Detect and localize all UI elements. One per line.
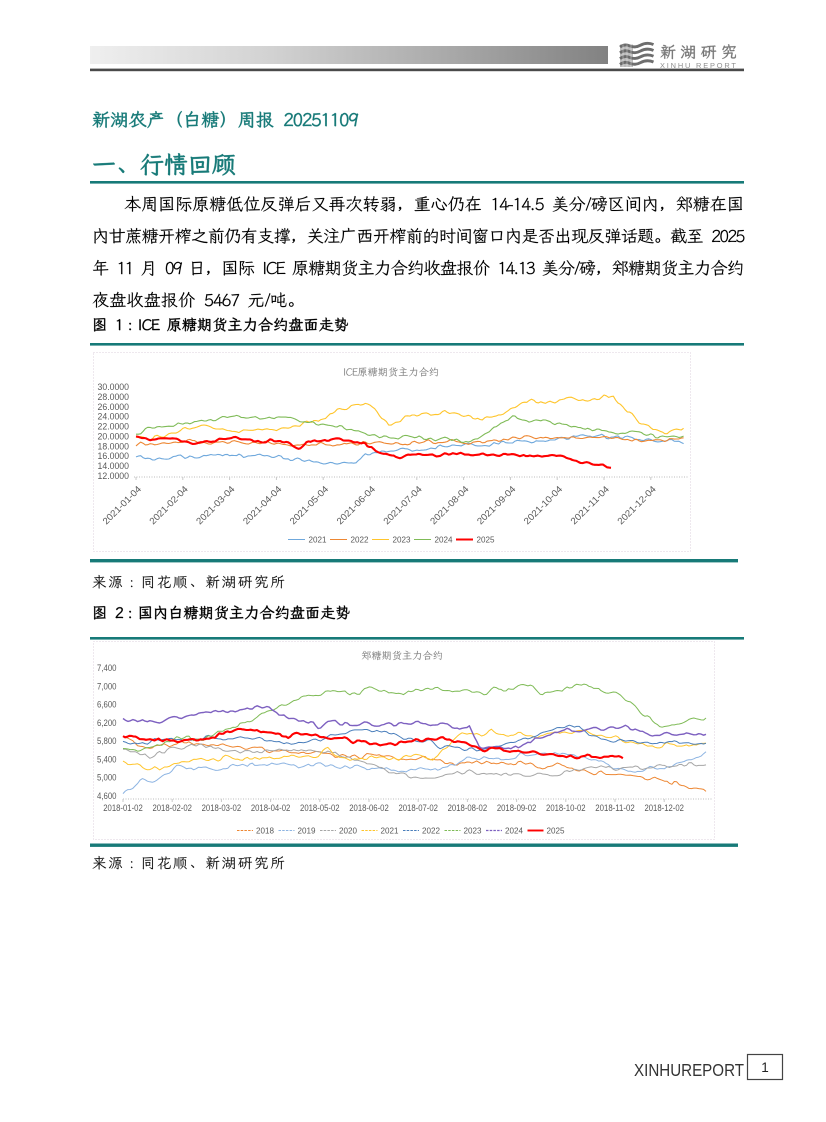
svg-text:2022: 2022 (351, 535, 369, 545)
svg-text:28.0000: 28.0000 (98, 392, 130, 402)
svg-text:20.0000: 20.0000 (98, 431, 130, 441)
svg-text:2018-09-02: 2018-09-02 (497, 803, 537, 813)
svg-text:2019: 2019 (298, 826, 316, 836)
svg-text:2018-01-02: 2018-01-02 (103, 803, 143, 813)
svg-text:2018-08-02: 2018-08-02 (448, 803, 488, 813)
svg-text:XINHU REPORT: XINHU REPORT (660, 61, 737, 70)
svg-text:2023: 2023 (464, 826, 482, 836)
svg-text:7,400: 7,400 (97, 663, 117, 673)
svg-text:2018-02-02: 2018-02-02 (152, 803, 192, 813)
svg-text:22.0000: 22.0000 (98, 422, 130, 432)
svg-text:14.0000: 14.0000 (98, 461, 130, 471)
svg-text:2023: 2023 (393, 535, 411, 545)
svg-text:18.0000: 18.0000 (98, 441, 130, 451)
svg-text:2018-05-02: 2018-05-02 (300, 803, 340, 813)
svg-text:5,000: 5,000 (97, 773, 117, 783)
svg-text:2018-04-02: 2018-04-02 (251, 803, 291, 813)
svg-text:6,200: 6,200 (97, 718, 117, 728)
svg-text:2018-11-02: 2018-11-02 (595, 803, 635, 813)
svg-text:XINHUREPORT: XINHUREPORT (634, 1060, 744, 1080)
svg-text:2024: 2024 (505, 826, 523, 836)
svg-text:2020: 2020 (339, 826, 357, 836)
svg-text:2022: 2022 (422, 826, 440, 836)
svg-text:1: 1 (761, 1060, 769, 1075)
svg-text:2018-03-02: 2018-03-02 (202, 803, 242, 813)
svg-text:16.0000: 16.0000 (98, 451, 130, 461)
svg-text:24.0000: 24.0000 (98, 412, 130, 422)
svg-text:2021: 2021 (309, 535, 327, 545)
svg-text:2024: 2024 (435, 535, 453, 545)
svg-text:30.0000: 30.0000 (98, 382, 130, 392)
svg-text:4,600: 4,600 (97, 791, 117, 801)
svg-text:2018-10-02: 2018-10-02 (546, 803, 586, 813)
svg-text:26.0000: 26.0000 (98, 402, 130, 412)
svg-text:2018-07-02: 2018-07-02 (398, 803, 438, 813)
svg-text:12.0000: 12.0000 (98, 471, 130, 481)
svg-text:2021: 2021 (381, 826, 399, 836)
svg-text:2018-12-02: 2018-12-02 (644, 803, 684, 813)
svg-text:6,600: 6,600 (97, 700, 117, 710)
svg-text:2025: 2025 (547, 826, 565, 836)
svg-text:2025: 2025 (477, 535, 495, 545)
svg-text:2018: 2018 (256, 826, 274, 836)
svg-text:5,800: 5,800 (97, 736, 117, 746)
svg-text:2018-06-02: 2018-06-02 (349, 803, 389, 813)
svg-text:7,000: 7,000 (97, 681, 117, 691)
svg-text:5,400: 5,400 (97, 754, 117, 764)
